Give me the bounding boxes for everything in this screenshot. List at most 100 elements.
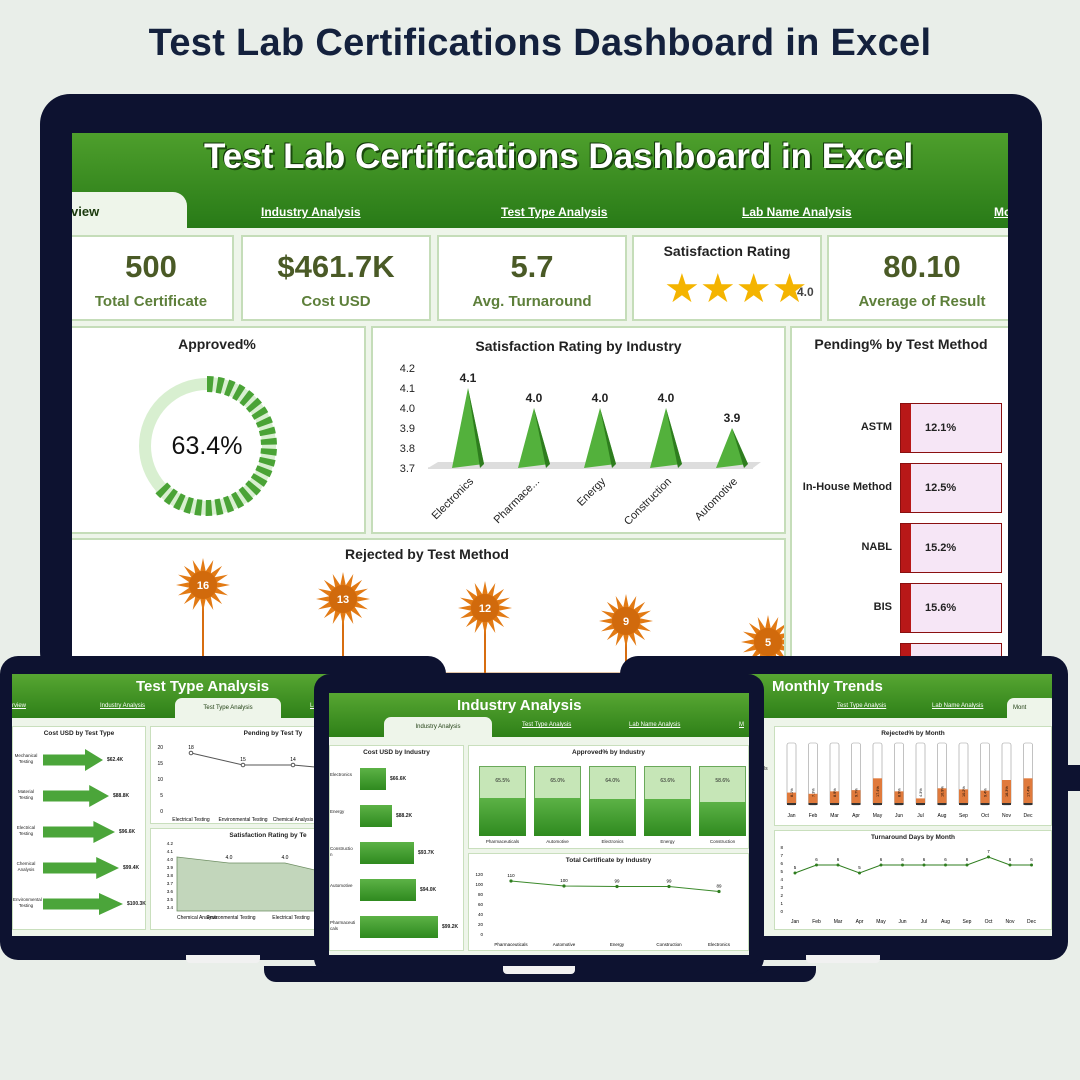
data-label: 9.7% xyxy=(855,788,859,797)
data-label: 8.9% xyxy=(833,788,837,797)
y-tick-label: 4.2 xyxy=(400,363,415,375)
tab-lab-name-analysis[interactable]: Lab Name Analysis xyxy=(629,722,681,728)
tube-base xyxy=(1002,803,1011,805)
bar xyxy=(360,768,386,790)
tab-industry-analysis[interactable]: Industry Analysis xyxy=(384,717,492,737)
data-label: 65.0% xyxy=(550,778,565,784)
data-label: 4.3% xyxy=(919,788,923,797)
data-label: 9.4% xyxy=(984,788,988,797)
data-label: 4.0 xyxy=(592,391,609,405)
panel-title: Pending by Test Ty xyxy=(243,730,303,737)
data-label: 13 xyxy=(337,594,349,606)
kpi-label: Satisfaction Rating xyxy=(663,243,791,259)
cost-by-industry-panel: Cost USD by Industry Electronics $66.6K En… xyxy=(329,745,464,951)
x-tick-label: Construction xyxy=(622,476,674,528)
tab-overview[interactable]: rview xyxy=(12,703,27,709)
point xyxy=(793,871,797,875)
data-label: 110 xyxy=(507,873,515,878)
tab-test-type-analysis[interactable]: Test Type Analysis xyxy=(522,722,572,728)
kpi-avg-turnaround: 5.7 Avg. Turnaround xyxy=(437,235,627,321)
tab-test-type-analysis[interactable]: Test Type Analysis xyxy=(175,698,281,718)
rejected-by-month-panel: Rejected% by Month 8.1% Jan 7.3% Feb 8.9% Mar… xyxy=(774,726,1052,826)
tube-fill xyxy=(1002,780,1011,805)
x-tick-label: Apr xyxy=(856,919,864,925)
data-label: 4.0 xyxy=(526,391,543,405)
kpi-label: Average of Result xyxy=(858,293,986,310)
series-line xyxy=(794,856,1032,874)
data-label: 10.2% xyxy=(962,786,966,797)
y-tick-label: 3.5 xyxy=(167,897,174,902)
y-tick-label: 5 xyxy=(160,793,163,799)
x-tick-label: Electronics xyxy=(708,942,731,947)
cut-text: ls xyxy=(764,766,768,772)
data-label: 5 xyxy=(765,637,771,649)
x-tick-label: May xyxy=(876,919,886,925)
tube-base xyxy=(1023,803,1033,805)
x-tick-label: Automotive xyxy=(553,942,576,947)
y-tick-label: 3.9 xyxy=(400,423,415,435)
pending-value: 15.2% xyxy=(925,542,957,554)
data-label: 17.4% xyxy=(1027,786,1031,797)
bar xyxy=(360,916,438,938)
tab-monthly-trends[interactable]: Mont xyxy=(1007,698,1052,718)
marker-core xyxy=(329,585,357,613)
x-tick-label: Aug xyxy=(941,919,950,925)
tab-test-type-analysis[interactable]: Test Type Analysis xyxy=(501,205,608,219)
kpi-label: Total Certificate xyxy=(94,293,208,310)
pending-bar: 15.2% xyxy=(900,523,1002,573)
data-label: 6 xyxy=(880,857,883,862)
point xyxy=(615,884,619,889)
cone-bar xyxy=(584,408,616,468)
star-icon: ★ xyxy=(735,267,772,311)
approved-by-industry-panel: Approved% by Industry 65.5% Pharmaceutica… xyxy=(468,745,749,849)
bar-fill xyxy=(589,799,636,836)
x-tick-label: Environmental Testing xyxy=(206,915,255,921)
pending-fill xyxy=(901,464,911,512)
tab-lab-name-analysis[interactable]: La xyxy=(310,703,317,709)
x-tick-label: Energy xyxy=(575,475,608,508)
marker-core xyxy=(754,628,782,656)
x-tick-label: May xyxy=(873,813,883,819)
tab-industry-analysis[interactable]: Industry Analysis xyxy=(100,703,146,709)
data-label: 99 xyxy=(666,879,672,884)
y-tick-label: 2 xyxy=(780,893,783,898)
point xyxy=(922,863,926,867)
tab-test-type-analysis[interactable]: Test Type Analysis xyxy=(837,703,887,709)
tube-fill xyxy=(916,798,925,805)
x-tick-label: Construction xyxy=(656,942,682,947)
panel-title: Rejected by Test Method xyxy=(345,546,509,562)
x-tick-label: Pharmaceuticals xyxy=(494,942,528,947)
x-tick-label: Sep xyxy=(963,919,972,925)
kpi-value: 80.10 xyxy=(883,249,961,284)
tube-base xyxy=(980,803,990,805)
data-label: 10.9% xyxy=(941,786,945,797)
data-label: 6 xyxy=(1030,857,1033,862)
satisfaction-chart: 4.2 4.1 4.0 3.9 3.8 3.7 4.1 Electronics 4.0 Pharm… xyxy=(400,363,761,528)
point xyxy=(717,889,721,894)
y-tick-label: 1 xyxy=(780,901,783,906)
x-tick-label: Oct xyxy=(985,919,993,925)
point xyxy=(240,762,246,768)
tab-monthly-trends[interactable]: Mo xyxy=(994,205,1008,219)
tab-lab-name-analysis[interactable]: Lab Name Analysis xyxy=(932,703,984,709)
y-tick-label: 4.2 xyxy=(167,841,174,846)
y-tick-label: 3 xyxy=(780,885,783,890)
tab-industry-analysis[interactable]: Industry Analysis xyxy=(261,205,361,219)
category-label: Energy xyxy=(660,839,675,844)
panel-title: Cost USD by Industry xyxy=(363,749,430,756)
x-tick-label: Oct xyxy=(981,813,989,819)
data-label: 6 xyxy=(944,857,947,862)
data-label: 5 xyxy=(858,865,861,870)
tab-lab-name-analysis[interactable]: Lab Name Analysis xyxy=(742,205,852,219)
tube-base xyxy=(830,803,839,805)
data-label: $62.4K xyxy=(107,757,124,763)
tube-fill xyxy=(937,788,947,805)
panel-title: Turnaround Days by Month xyxy=(870,834,956,841)
point xyxy=(858,871,861,875)
arrow-bar xyxy=(43,785,109,807)
category-label: Construction xyxy=(709,839,736,844)
tab-overview[interactable]: rview xyxy=(72,192,187,228)
y-tick-label: 0 xyxy=(160,809,163,815)
tab-monthly-trends[interactable]: M xyxy=(739,722,744,728)
data-label: 17.4% xyxy=(876,786,880,797)
